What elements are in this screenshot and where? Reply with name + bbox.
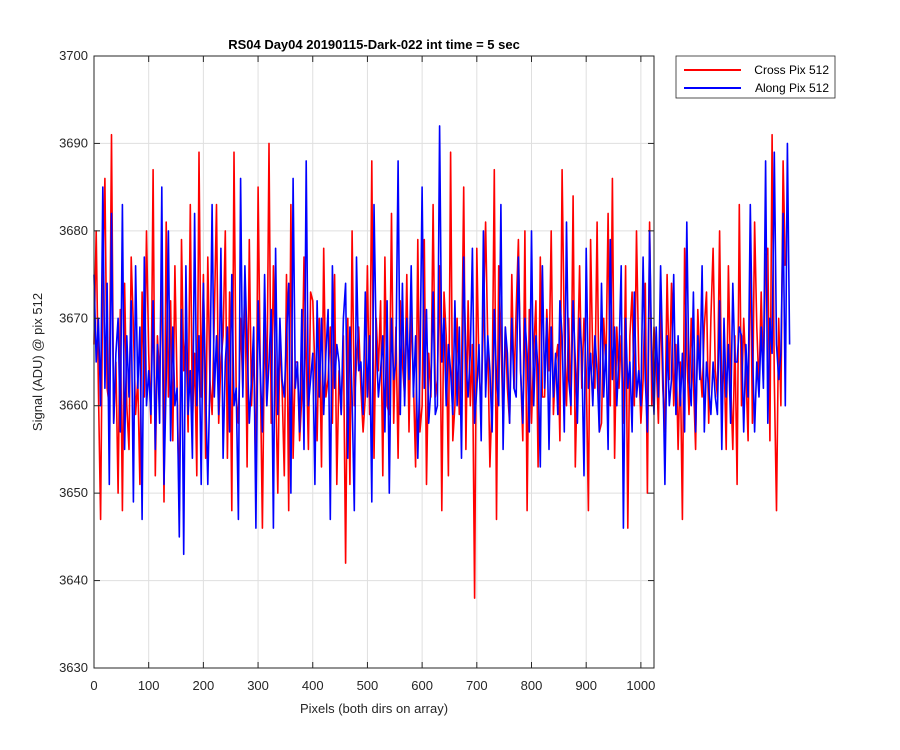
legend: Cross Pix 512 Along Pix 512 <box>675 55 836 99</box>
x-axis-label: Pixels (both dirs on array) <box>300 701 448 716</box>
x-tick-label: 600 <box>411 678 433 693</box>
x-tick-label: 900 <box>575 678 597 693</box>
series-line-along-pix-512 <box>93 125 791 556</box>
chart-title: RS04 Day04 20190115-Dark-022 int time = … <box>228 37 520 52</box>
x-tick-label: 1000 <box>626 678 655 693</box>
x-tick-label: 500 <box>357 678 379 693</box>
x-tick-label: 400 <box>302 678 324 693</box>
series-line-cross-pix-512 <box>93 133 787 599</box>
x-tick-label: 800 <box>521 678 543 693</box>
y-tick-label: 3670 <box>59 310 88 325</box>
legend-label-along-pix: Along Pix 512 <box>755 81 829 95</box>
series-layer <box>93 125 791 599</box>
y-tick-label: 3680 <box>59 223 88 238</box>
y-tick-label: 3650 <box>59 485 88 500</box>
legend-label-cross-pix: Cross Pix 512 <box>754 63 829 77</box>
x-tick-label: 100 <box>138 678 160 693</box>
y-axis-label: Signal (ADU) @ pix 512 <box>30 293 45 431</box>
axis-ticks: 0 100 200 300 400 500 600 700 800 900 1000 3630 3640… <box>59 48 655 693</box>
plot-frame <box>93 55 655 669</box>
y-tick-label: 3630 <box>59 660 88 675</box>
x-tick-label: 300 <box>247 678 269 693</box>
legend-box <box>675 55 836 99</box>
x-tick-label: 0 <box>90 678 97 693</box>
x-tick-label: 200 <box>193 678 215 693</box>
y-tick-label: 3640 <box>59 573 88 588</box>
y-tick-label: 3660 <box>59 398 88 413</box>
y-tick-label: 3690 <box>59 135 88 150</box>
x-tick-label: 700 <box>466 678 488 693</box>
y-tick-label: 3700 <box>59 48 88 63</box>
